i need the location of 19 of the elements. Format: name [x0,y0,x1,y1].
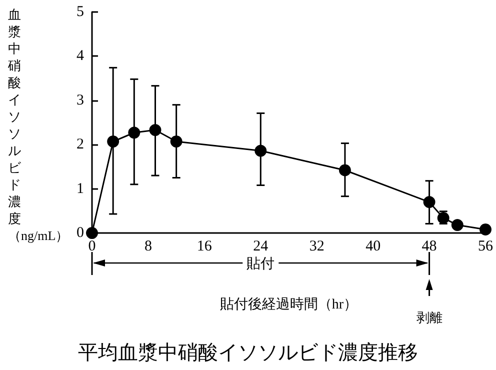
x-tick-label: 40 [366,238,381,254]
ref-line-label: 剥離 [416,310,442,325]
x-tick-label: 32 [309,238,324,254]
text: 血漿中硝酸イソソルビド濃度（ng/mL） [8,7,69,243]
x-tick-label: 56 [478,238,494,254]
y-tick-label: 0 [76,225,84,241]
y-tick-label: 1 [76,180,84,197]
y-tick-label: 3 [76,92,84,108]
x-tick-label: 8 [144,238,152,254]
x-tick-label: 0 [88,238,96,254]
x-axis-title: 貼付後経過時間（hr） [220,296,358,312]
x-tick-label: 16 [196,238,212,254]
x-tick-label: 48 [422,238,437,254]
text: 平均血漿中硝酸イソソルビド濃度推移 [78,342,418,364]
y-tick-label: 2 [76,136,84,153]
text: 貼付 [246,256,275,272]
x-tick-label: 24 [253,238,269,254]
y-tick-label: 5 [76,4,84,20]
y-tick-label: 4 [76,48,84,64]
